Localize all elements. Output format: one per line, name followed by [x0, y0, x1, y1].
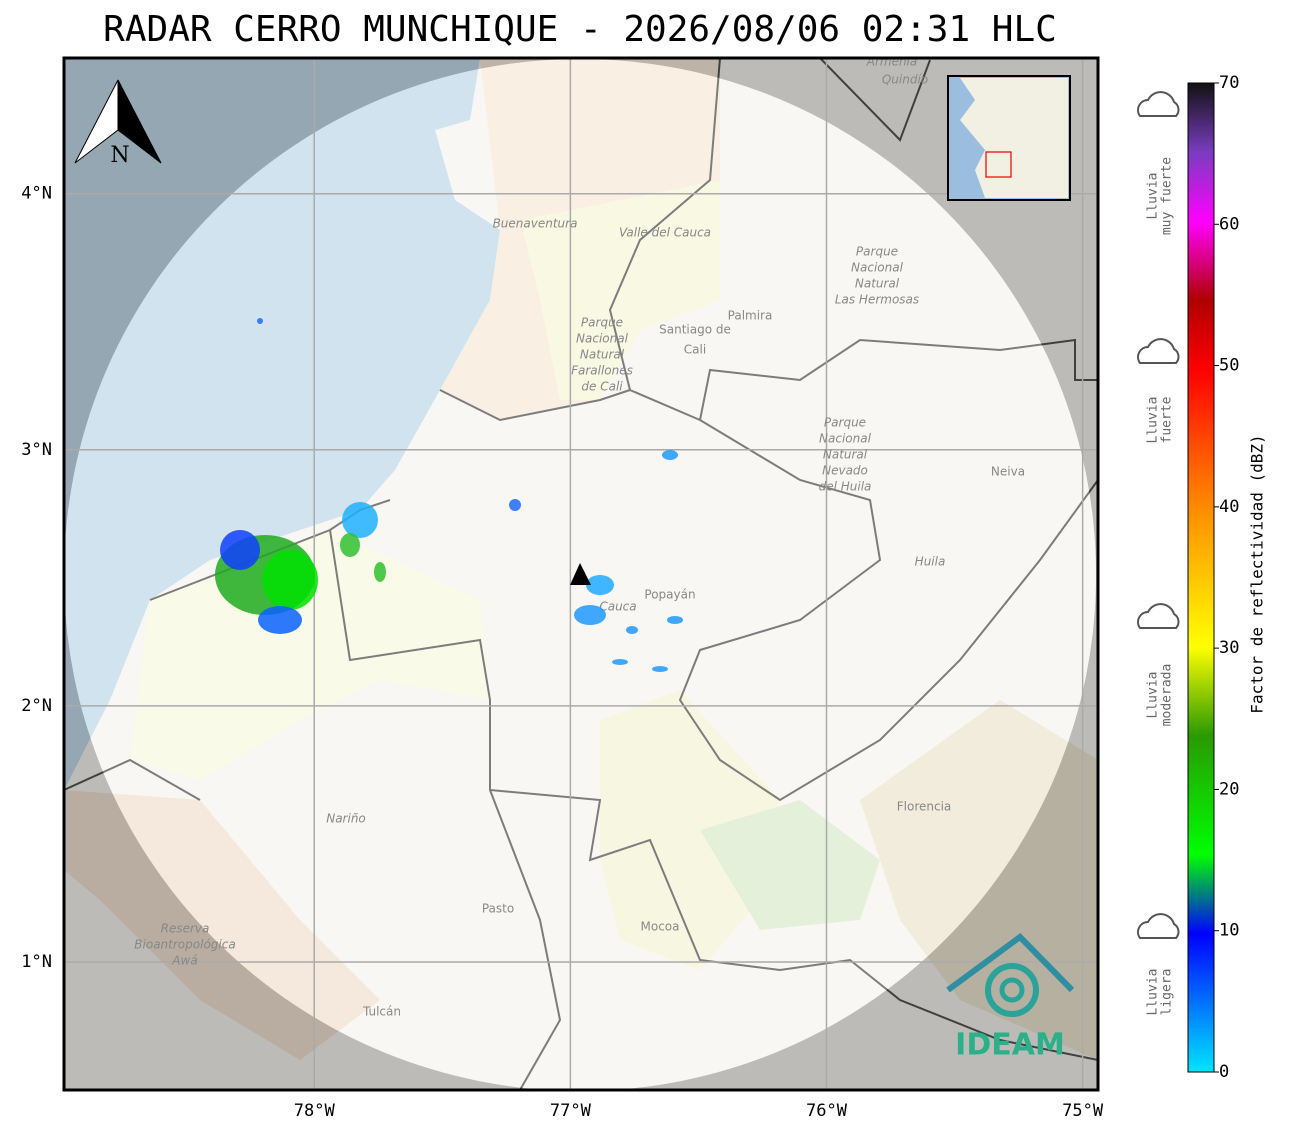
north-label: N: [110, 143, 129, 168]
radar-echo: [612, 659, 628, 665]
radar-site: [570, 563, 591, 585]
radar-echo: [258, 606, 302, 634]
place-label: Huila: [915, 555, 946, 569]
place-label: Parque: [581, 316, 623, 330]
place-label: Santiago de: [659, 323, 731, 337]
place-label: Armenia: [866, 55, 918, 69]
inset-map: [947, 75, 1071, 201]
place-label: Popayán: [644, 588, 695, 602]
place-label: Nacional: [851, 261, 904, 275]
radar-echo: [652, 666, 668, 672]
radar-echo: [509, 499, 521, 511]
place-label: Nariño: [326, 812, 366, 826]
radar-echo: [586, 575, 614, 595]
radar-echo: [262, 550, 318, 610]
radar-echo: [662, 450, 678, 460]
place-label: Valle del Cauca: [619, 226, 711, 240]
place-label: Reserva: [161, 922, 210, 936]
place-label: Parque: [856, 245, 898, 259]
logo-text: IDEAM: [955, 1028, 1065, 1063]
lat-tick-label: 3°N: [21, 440, 52, 460]
colorbar: [1187, 82, 1215, 1073]
lon-tick-label: 76°W: [806, 1101, 848, 1121]
place-label: Nacional: [819, 432, 872, 446]
legend-label: fuerte: [1160, 396, 1175, 443]
radar-echo: [626, 626, 638, 634]
place-label: Las Hermosas: [835, 293, 919, 307]
radar-echo: [667, 616, 683, 624]
place-label: del Huila: [819, 480, 872, 494]
lat-tick-label: 4°N: [21, 184, 52, 204]
colorbar-tick-label: 20: [1219, 779, 1239, 799]
place-label: Bioantropológica: [134, 938, 235, 952]
place-label: Farallones: [571, 364, 633, 378]
place-label: Neiva: [991, 465, 1025, 479]
place-label: Buenaventura: [493, 217, 578, 231]
place-label: Parque: [824, 416, 866, 430]
colorbar-tick-label: 60: [1219, 214, 1239, 234]
place-label: de Cali: [581, 380, 623, 394]
radar-echo: [374, 562, 386, 582]
place-label: Natural: [580, 348, 625, 362]
radar-echo: [574, 605, 606, 625]
legend-label: Lluvia: [1146, 672, 1161, 719]
legend-label: ligera: [1160, 969, 1175, 1016]
basemap: Armenia Quindío Buenaventura Valle del Cauc…: [64, 55, 1098, 1090]
ideam-logo: IDEAM: [946, 933, 1075, 1063]
place-label: Palmira: [728, 309, 773, 323]
lat-tick-label: 2°N: [21, 696, 52, 716]
rain-icon: [1137, 91, 1180, 117]
rain-icon: [1137, 913, 1180, 939]
colorbar-tick-label: 70: [1219, 73, 1239, 93]
north-arrow: N: [74, 79, 162, 168]
colorbar-tick-label: 40: [1219, 497, 1239, 517]
colorbar-tick-label: 0: [1219, 1062, 1229, 1082]
rain-icon: [1137, 603, 1180, 629]
legend-label: Lluvia: [1146, 173, 1161, 220]
place-label: Awá: [171, 954, 197, 968]
place-label: Natural: [823, 448, 868, 462]
colorbar-label: Factor de reflectividad (dBZ): [1248, 434, 1267, 713]
colorbar-tick-label: 30: [1219, 638, 1239, 658]
radar-echo: [220, 530, 260, 570]
lon-tick-label: 75°W: [1062, 1101, 1104, 1121]
place-label: Cauca: [599, 600, 636, 614]
lon-tick-label: 78°W: [294, 1101, 336, 1121]
colorbar-tick-label: 10: [1219, 921, 1239, 941]
radar-echo: [340, 533, 360, 557]
place-label: Florencia: [897, 800, 952, 814]
place-label: Natural: [855, 277, 900, 291]
place-label: Nacional: [576, 332, 629, 346]
legend-label: Lluvia: [1146, 397, 1161, 444]
legend-label: Lluvia: [1146, 969, 1161, 1016]
place-label: Pasto: [482, 902, 514, 916]
place-label: Cali: [684, 343, 706, 357]
place-label: Quindío: [882, 73, 928, 87]
rain-icon: [1137, 338, 1180, 364]
legend-label: moderada: [1160, 664, 1175, 727]
radar-echo: [342, 502, 378, 538]
radar-echo: [257, 318, 263, 324]
place-label: Mocoa: [641, 920, 680, 934]
place-label: Tulcán: [362, 1005, 401, 1019]
colorbar-tick-label: 50: [1219, 356, 1239, 376]
lat-tick-label: 1°N: [21, 952, 52, 972]
legend-label: muy fuerte: [1160, 157, 1175, 235]
title: RADAR CERRO MUNCHIQUE - 2026/08/06 02:31…: [103, 9, 1057, 50]
place-label: Nevado: [822, 464, 868, 478]
lon-tick-label: 77°W: [550, 1101, 592, 1121]
map-frame: [62, 56, 1100, 1092]
